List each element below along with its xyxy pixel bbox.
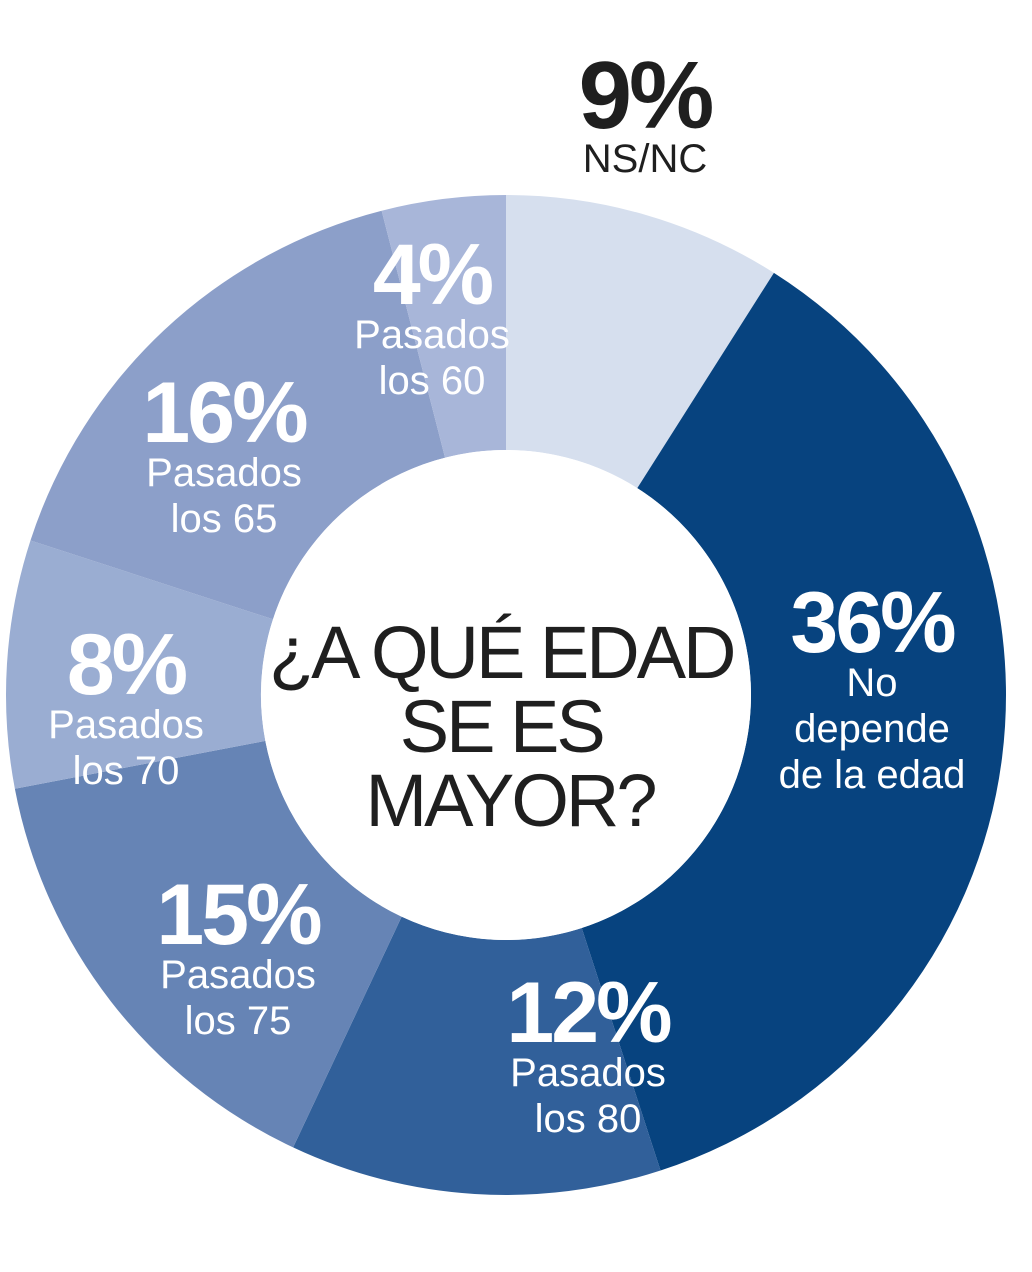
donut-slices xyxy=(5,195,1007,1195)
slice-2-category-label-line-1: Pasados xyxy=(510,1051,666,1095)
donut-hole xyxy=(261,450,751,940)
chart-title-line-3: MAYOR? xyxy=(365,759,655,842)
slice-2 xyxy=(293,916,661,1195)
slice-5-category-label-line-1: Pasados xyxy=(146,451,302,495)
slice-5-category-label-line-2: los 65 xyxy=(171,497,278,541)
slice-1-category-label-line-3: de la edad xyxy=(779,753,966,797)
slice-5 xyxy=(30,210,446,620)
slice-4-category-label-line-1: Pasados xyxy=(48,703,204,747)
slice-1-category-label-line-2: depende xyxy=(794,707,950,751)
slice-6 xyxy=(381,195,506,458)
slice-3-category-label-line-2: los 75 xyxy=(185,999,292,1043)
slice-1-category-label-line-1: No xyxy=(846,661,897,705)
slice-6-category-label-line-1: Pasados xyxy=(354,313,510,357)
slice-3-category-label-line-1: Pasados xyxy=(160,953,316,997)
slice-3 xyxy=(14,740,402,1148)
chart-title-line-1: ¿A QUÉ EDAD xyxy=(269,611,734,694)
slice-2-value-label: 12% xyxy=(506,965,671,1061)
slice-6-category-label-line-2: los 60 xyxy=(379,359,486,403)
slice-2-category-label-line-2: los 80 xyxy=(535,1097,642,1141)
slice-4-category-label-line-2: los 70 xyxy=(73,749,180,793)
chart-title: ¿A QUÉ EDAD SE ES MAYOR? xyxy=(269,611,751,842)
slice-3-value-label: 15% xyxy=(156,867,321,963)
slice-1-value-label: 36% xyxy=(790,575,955,671)
chart-title-line-2: SE ES xyxy=(400,685,603,768)
slice-5-value-label: 16% xyxy=(142,365,307,461)
slice-4 xyxy=(5,540,273,789)
slice-0-value-label: 9% xyxy=(579,42,712,149)
slice-1 xyxy=(581,272,1007,1171)
slice-0 xyxy=(506,195,774,489)
slice-0-category-label-line-1: NS/NC xyxy=(583,137,707,181)
slice-4-value-label: 8% xyxy=(67,617,187,713)
slice-6-value-label: 4% xyxy=(373,227,493,323)
